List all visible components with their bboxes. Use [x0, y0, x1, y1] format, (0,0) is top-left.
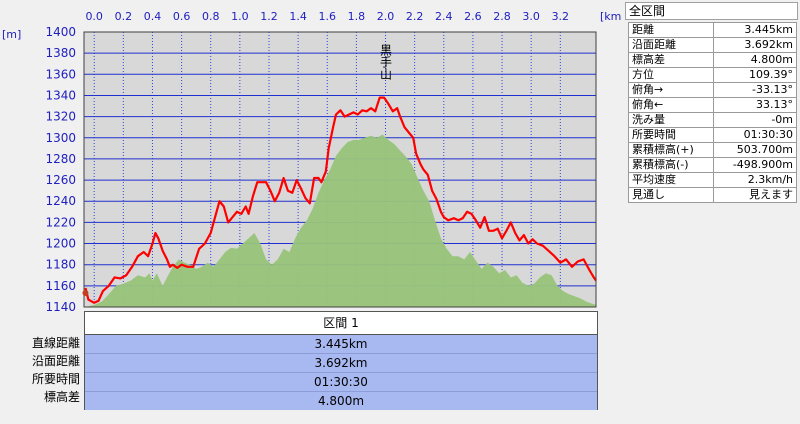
stats-label: 所要時間	[628, 127, 714, 143]
segment-header[interactable]: 区間 1	[85, 312, 597, 335]
stats-value: 01:30:30	[713, 127, 797, 143]
stats-row: 標高差 4.800m	[628, 52, 797, 68]
stats-row: 累積標高(+) 503.700m	[628, 142, 797, 158]
y-tick-label: 1180	[45, 258, 76, 272]
segment-value: 01:30:30	[85, 373, 597, 392]
y-tick-label: 1260	[45, 173, 76, 187]
segment-value: 4.800m	[85, 392, 597, 410]
x-tick-label: 3.2	[552, 10, 570, 23]
segment-label: 所要時間	[31, 372, 80, 386]
route-line	[84, 96, 597, 304]
stats-value: 33.13°	[713, 97, 797, 113]
stats-label: 洗み量	[628, 112, 714, 128]
peak-label: 黒手山	[379, 44, 393, 80]
segment-row-labels: 直線距離 沿面距離 所要時間 標高差	[0, 334, 82, 406]
stats-label: 標高差	[628, 52, 714, 68]
segment-label: 沿面距離	[31, 354, 80, 368]
stats-row: 所要時間 01:30:30	[628, 127, 797, 143]
x-tick-label: 3.0	[522, 10, 540, 23]
x-unit-label: [km]	[600, 10, 622, 23]
y-tick-label: 1240	[45, 194, 76, 208]
y-tick-label: 1400	[45, 25, 76, 39]
x-tick-label: 0.6	[173, 10, 191, 23]
y-tick-label: 1340	[45, 88, 76, 102]
stats-label: 方位	[628, 67, 714, 83]
segment-value: 3.692km	[85, 354, 597, 373]
segment-label: 標高差	[43, 390, 80, 404]
stats-value: 2.3km/h	[713, 172, 797, 188]
stats-row: 沿面距離 3.692km	[628, 37, 797, 53]
y-tick-label: 1320	[45, 110, 76, 124]
stats-value: 見えます	[713, 187, 797, 203]
stats-label: 累積標高(-)	[628, 157, 714, 173]
stats-label: 沿面距離	[628, 37, 714, 53]
stats-row: 平均速度 2.3km/h	[628, 172, 797, 188]
stats-label: 平均速度	[628, 172, 714, 188]
stats-row: 俯角← 33.13°	[628, 97, 797, 113]
y-tick-label: 1220	[45, 215, 76, 229]
x-tick-label: 1.4	[289, 10, 307, 23]
stats-panel: 全区間 距離 3.445km 沿面距離 3.692km 標高差 4.800m 方位 109.3…	[625, 2, 798, 203]
stats-label: 距離	[628, 22, 714, 38]
x-tick-label: 2.8	[493, 10, 511, 23]
stats-label: 俯角←	[628, 97, 714, 113]
y-tick-label: 1360	[45, 67, 76, 81]
stats-row: 洗み量 -0m	[628, 112, 797, 128]
x-tick-label: 2.4	[435, 10, 453, 23]
stats-row: 方位 109.39°	[628, 67, 797, 83]
x-tick-label: 1.0	[231, 10, 249, 23]
stats-label: 俯角→	[628, 82, 714, 98]
plot-border	[83, 31, 597, 308]
stats-row: 累積標高(-) -498.900m	[628, 157, 797, 173]
stats-row: 距離 3.445km	[628, 22, 797, 38]
segment-value: 3.445km	[85, 335, 597, 354]
segment-label: 直線距離	[31, 336, 80, 350]
stats-row: 俯角→ -33.13°	[628, 82, 797, 98]
x-tick-label: 2.2	[406, 10, 424, 23]
stats-label: 累積標高(+)	[628, 142, 714, 158]
x-tick-label: 2.0	[377, 10, 395, 23]
elevation-profile-chart: 0.0 0.2 0.4 0.6 0.8 1.0 1.2 1.4 1.6 1.8 2.0 2.2 2.4 2…	[2, 10, 626, 314]
x-tick-label: 1.8	[348, 10, 366, 23]
y-unit-label: [m]	[2, 28, 21, 41]
y-tick-label: 1280	[45, 152, 76, 166]
stats-value: -498.900m	[713, 157, 797, 173]
stats-value: 109.39°	[713, 67, 797, 83]
stats-row: 見通し 見えます	[628, 187, 797, 203]
x-tick-label: 1.6	[319, 10, 337, 23]
x-tick-label: 2.6	[464, 10, 482, 23]
stats-value: 3.445km	[713, 22, 797, 38]
y-tick-label: 1380	[45, 46, 76, 60]
x-tick-label: 0.2	[115, 10, 133, 23]
segment-table: 区間 1 3.445km 3.692km 01:30:30 4.800m	[84, 311, 598, 410]
x-tick-label: 1.2	[260, 10, 278, 23]
stats-value: 503.700m	[713, 142, 797, 158]
chart-svg: 0.0 0.2 0.4 0.6 0.8 1.0 1.2 1.4 1.6 1.8 2.0 2.2 2.4 2…	[2, 10, 626, 314]
stats-value: -33.13°	[713, 82, 797, 98]
y-tick-label: 1200	[45, 237, 76, 251]
stats-value: -0m	[713, 112, 797, 128]
y-tick-label: 1160	[45, 279, 76, 293]
x-tick-label: 0.4	[144, 10, 162, 23]
stats-table: 距離 3.445km 沿面距離 3.692km 標高差 4.800m 方位 109.39° 俯角…	[628, 22, 797, 203]
y-tick-label: 1300	[45, 131, 76, 145]
stats-value: 3.692km	[713, 37, 797, 53]
terrain-area	[85, 134, 597, 307]
x-tick-label: 0.8	[202, 10, 220, 23]
stats-value: 4.800m	[713, 52, 797, 68]
x-tick-label: 0.0	[85, 10, 103, 23]
stats-title: 全区間	[625, 2, 798, 20]
stats-label: 見通し	[628, 187, 714, 203]
y-tick-label: 1140	[45, 300, 76, 312]
start-marker	[82, 289, 89, 296]
